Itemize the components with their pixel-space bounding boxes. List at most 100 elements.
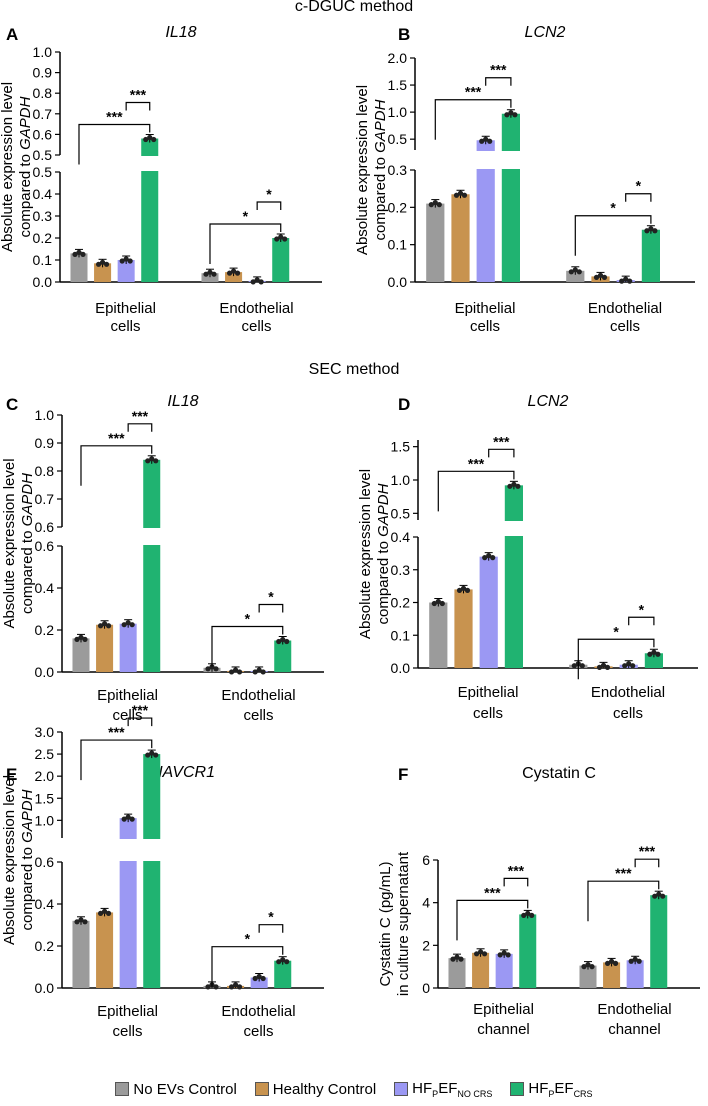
data-point: [622, 663, 628, 669]
data-point: [121, 622, 127, 628]
data-point: [505, 952, 511, 958]
y-axis-label-part: compared to: [375, 537, 392, 625]
significance-label: ***: [106, 109, 123, 125]
significance-label: ***: [484, 884, 501, 900]
bar: [448, 958, 466, 988]
data-point: [149, 456, 155, 462]
bar: [143, 459, 161, 672]
legend-item-no-evs: No EVs Control: [115, 1076, 237, 1102]
data-point: [461, 192, 468, 198]
axis-break-gap: [118, 839, 138, 861]
data-point: [636, 958, 642, 964]
significance-label: ***: [108, 724, 125, 740]
y-axis-label: compared to GAPDH: [375, 483, 392, 624]
data-point: [103, 261, 110, 267]
data-point: [579, 663, 585, 669]
data-point: [596, 664, 603, 670]
chart-title: IL18: [167, 393, 198, 410]
data-point: [280, 636, 286, 643]
y-tick-label: 2.5: [35, 746, 55, 762]
legend-item-healthy: Healthy Control: [254, 1076, 376, 1102]
panel-letter: D: [398, 395, 410, 414]
significance-label: *: [613, 623, 619, 639]
significance-bracket: [258, 924, 284, 933]
data-point: [572, 267, 578, 273]
significance-bracket: [127, 717, 153, 727]
panel-letter: B: [398, 25, 410, 44]
y-tick-label: 0.8: [35, 463, 55, 479]
panel-letter: C: [6, 395, 18, 414]
data-point: [72, 251, 78, 257]
y-tick-label: 0.9: [33, 65, 53, 81]
data-point: [507, 483, 513, 489]
significance-bracket: [127, 423, 153, 432]
axis-break-gap: [142, 839, 162, 861]
y-axis-label: compared to GAPDH: [17, 96, 34, 237]
data-point: [529, 912, 535, 919]
data-point: [477, 949, 484, 955]
y-tick-label: 1.0: [35, 407, 55, 423]
y-axis-label: Absolute expression level: [1, 775, 18, 945]
bar: [479, 556, 498, 668]
data-point: [456, 587, 463, 594]
data-point: [105, 910, 112, 917]
y-tick-label: 0.6: [35, 538, 55, 554]
y-tick-label: 0.4: [35, 896, 55, 912]
data-point: [145, 752, 151, 758]
bar: [274, 960, 292, 988]
data-point: [228, 669, 235, 675]
data-point: [232, 982, 239, 988]
bar: [119, 623, 137, 672]
significance-label: ***: [615, 865, 632, 881]
chart-panel-c: C IL18 Absolute expression level compared t…: [1, 393, 324, 724]
data-point: [205, 666, 211, 672]
data-point: [282, 236, 288, 242]
data-point: [258, 279, 264, 285]
data-point: [284, 638, 290, 645]
data-point: [129, 816, 135, 822]
bar: [70, 253, 88, 282]
significance-label: ***: [490, 62, 507, 78]
data-point: [121, 816, 127, 822]
y-axis-label-part: compared to: [372, 153, 389, 241]
y-tick-label: 3.0: [35, 724, 55, 740]
y-tick-label: 0.7: [35, 491, 55, 507]
y-tick-label: 2: [422, 937, 430, 953]
bar: [504, 485, 523, 668]
significance-bracket: [456, 899, 529, 941]
panel-letter: A: [6, 25, 18, 44]
y-tick-label: 0.1: [391, 627, 411, 643]
x-tick-label: cells: [243, 1023, 273, 1040]
y-tick-label: 0.7: [33, 106, 53, 122]
y-tick-label: 0.2: [35, 622, 55, 638]
data-point: [623, 276, 629, 282]
data-point: [97, 623, 104, 629]
panel-letter: F: [398, 765, 408, 784]
significance-bracket: [209, 223, 282, 264]
data-point: [232, 667, 239, 673]
y-axis-label: compared to GAPDH: [19, 473, 36, 614]
y-tick-label: 0.4: [391, 529, 411, 545]
significance-label: ***: [508, 862, 525, 878]
significance-bracket: [80, 739, 153, 781]
data-point: [436, 202, 442, 208]
data-point: [95, 261, 102, 267]
bar: [96, 912, 114, 988]
bar: [519, 914, 537, 988]
y-tick-label: 0.3: [388, 162, 408, 178]
legend-swatch: [510, 1082, 525, 1096]
y-axis-label-part: GAPDH: [375, 483, 392, 537]
significance-label: ***: [132, 702, 149, 718]
y-tick-label: 4: [422, 895, 430, 911]
y-axis-label-part: GAPDH: [17, 96, 34, 150]
data-point: [101, 908, 108, 915]
data-point: [473, 951, 480, 957]
y-axis-label: compared to GAPDH: [372, 99, 389, 240]
data-point: [648, 226, 654, 232]
y-tick-label: 0.0: [35, 664, 55, 680]
data-point: [97, 910, 104, 917]
y-axis-label: compared to GAPDH: [19, 789, 36, 930]
data-point: [604, 960, 611, 967]
bar: [96, 624, 114, 672]
